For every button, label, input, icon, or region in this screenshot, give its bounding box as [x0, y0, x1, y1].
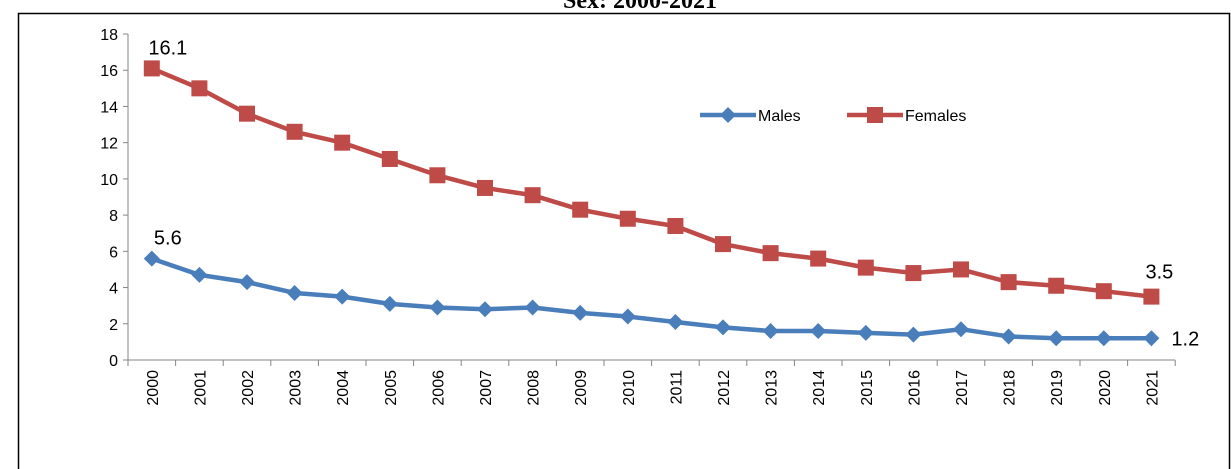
- marker: [1000, 274, 1017, 291]
- marker: [619, 210, 636, 227]
- marker: [857, 324, 874, 341]
- x-tick-label: 2003: [288, 370, 305, 406]
- marker: [191, 80, 208, 97]
- marker: [715, 236, 731, 253]
- marker: [381, 295, 398, 312]
- marker: [1048, 277, 1065, 294]
- marker: [953, 261, 969, 278]
- y-tick-label: 16: [100, 63, 118, 80]
- marker: [1095, 283, 1112, 300]
- y-tick-label: 12: [100, 136, 118, 153]
- marker: [619, 308, 636, 325]
- marker: [191, 266, 208, 283]
- marker: [715, 319, 731, 336]
- x-tick-label: 2006: [430, 370, 447, 406]
- y-tick-label: 4: [109, 281, 118, 298]
- marker: [477, 179, 493, 196]
- marker: [1143, 288, 1160, 305]
- marker: [524, 299, 541, 316]
- marker: [572, 201, 589, 218]
- data-label: 16.1: [148, 37, 187, 59]
- x-tick-label: 2011: [668, 370, 685, 405]
- x-tick-label: 2009: [573, 370, 590, 406]
- x-tick-label: 2005: [383, 370, 400, 406]
- chart-title: Sex: 2000-2021: [563, 0, 717, 14]
- marker: [477, 301, 493, 318]
- marker: [239, 274, 255, 291]
- x-tick-label: 2001: [192, 370, 209, 406]
- x-tick-label: 2014: [811, 370, 828, 406]
- x-tick-label: 2018: [1002, 370, 1019, 406]
- marker: [667, 313, 684, 330]
- marker: [1143, 330, 1160, 347]
- marker: [286, 123, 303, 140]
- marker: [429, 167, 446, 184]
- marker: [867, 107, 883, 123]
- marker: [572, 304, 589, 321]
- marker: [381, 150, 398, 167]
- y-tick-label: 2: [109, 317, 118, 334]
- marker: [953, 321, 969, 338]
- x-tick-label: 2019: [1049, 370, 1066, 406]
- x-tick-label: 2004: [335, 370, 352, 406]
- marker: [720, 107, 736, 123]
- marker: [810, 250, 827, 267]
- x-tick-label: 2016: [906, 370, 923, 406]
- marker: [524, 187, 541, 204]
- y-tick-label: 18: [100, 27, 118, 44]
- marker: [1095, 330, 1112, 347]
- y-tick-label: 6: [109, 244, 118, 261]
- marker: [905, 326, 922, 343]
- marker: [1000, 328, 1017, 345]
- marker: [143, 60, 160, 77]
- chart-border: [17, 12, 1231, 469]
- series-line: [151, 256, 1152, 341]
- x-tick-label: 2002: [240, 370, 257, 406]
- marker: [810, 323, 827, 340]
- data-label: 5.6: [154, 228, 182, 250]
- marker: [334, 134, 351, 151]
- x-tick-label: 2020: [1097, 370, 1114, 406]
- marker: [429, 299, 446, 316]
- x-tick-label: 2010: [621, 370, 638, 406]
- x-tick-label: 2017: [954, 370, 971, 406]
- x-tick-label: 2007: [478, 370, 495, 406]
- y-tick-label: 0: [109, 353, 118, 370]
- legend-label: Females: [905, 108, 966, 125]
- y-tick-label: 14: [100, 99, 118, 116]
- x-tick-label: 2008: [526, 370, 543, 406]
- data-label: 1.2: [1171, 328, 1199, 350]
- marker: [905, 265, 922, 282]
- x-tick-label: 2013: [764, 370, 781, 406]
- x-tick-label: 2021: [1144, 370, 1161, 406]
- marker: [239, 105, 255, 122]
- marker: [1048, 330, 1065, 347]
- marker: [286, 284, 303, 301]
- y-tick-label: 8: [109, 208, 118, 225]
- x-tick-label: 2015: [859, 370, 876, 406]
- data-label: 3.5: [1145, 262, 1173, 284]
- series-line: [150, 66, 1152, 299]
- marker: [667, 217, 684, 234]
- y-tick-label: 10: [100, 172, 118, 189]
- marker: [857, 259, 874, 276]
- marker: [334, 288, 351, 305]
- marker: [762, 245, 779, 262]
- marker: [143, 250, 160, 267]
- x-tick-label: 2000: [145, 370, 162, 406]
- x-tick-label: 2012: [716, 370, 733, 406]
- marker: [762, 323, 779, 340]
- legend-label: Males: [758, 108, 801, 125]
